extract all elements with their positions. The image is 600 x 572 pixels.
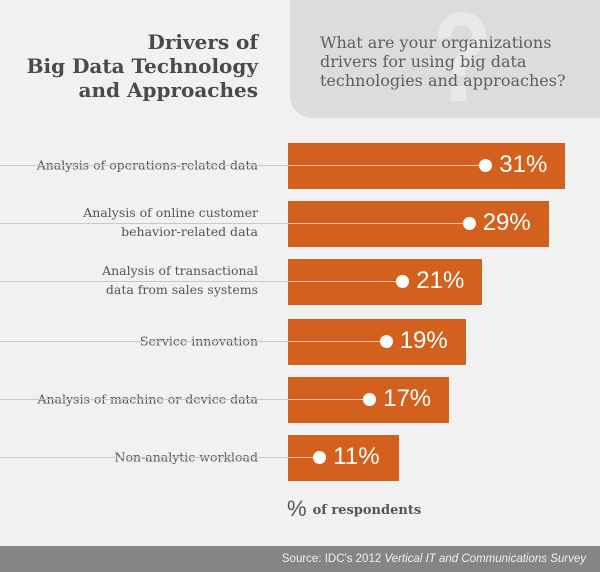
survey-question: What are your organizations drivers for … xyxy=(320,33,566,90)
value-label: 17% xyxy=(383,385,432,412)
bar xyxy=(288,201,549,247)
bar xyxy=(288,435,400,481)
dot-marker xyxy=(313,451,327,464)
legend: % of respondents xyxy=(287,496,421,522)
question-panel: What are your organizations drivers for … xyxy=(290,0,600,118)
leader-line xyxy=(0,457,288,458)
value-label: 11% xyxy=(333,443,380,470)
bar-leader-line xyxy=(288,165,486,166)
category-label-line: Analysis of online customer xyxy=(83,205,258,221)
legend-text: of respondents xyxy=(312,503,422,518)
dot-marker xyxy=(396,275,410,288)
question-line: technologies and approaches? xyxy=(320,71,566,90)
dot-marker xyxy=(462,217,476,230)
source-prefix: Source: IDC's 2012 xyxy=(281,553,385,565)
bar-row: Analysis of machine or device data 17% xyxy=(0,377,600,423)
bar-leader-line xyxy=(288,281,403,282)
bar-row: Analysis of transactional data from sales… xyxy=(0,259,600,305)
bar xyxy=(288,143,566,189)
value-label: 31% xyxy=(499,151,548,178)
question-line: drivers for using big data xyxy=(320,52,527,71)
dot-marker xyxy=(363,393,377,406)
bar-row: Analysis of online customer behavior-rela… xyxy=(0,201,600,247)
bar-leader-line xyxy=(288,341,386,342)
dot-marker xyxy=(379,335,393,348)
bar-row: Analysis of operations-related data 31% xyxy=(0,143,600,189)
leader-line xyxy=(0,399,288,400)
category-label: Analysis of transactional data from sales… xyxy=(0,261,258,299)
category-label-line: Analysis of transactional xyxy=(102,263,258,279)
leader-line xyxy=(0,281,288,282)
bar xyxy=(288,259,483,305)
bar-leader-line xyxy=(288,457,320,458)
bar-leader-line xyxy=(288,223,469,224)
bar xyxy=(288,319,466,365)
title-line: Drivers of xyxy=(147,30,258,54)
chart-title: Drivers of Big Data Technology and Appro… xyxy=(27,30,258,102)
source-title: Vertical IT and Communications Survey xyxy=(384,553,586,565)
category-label-line: data from sales systems xyxy=(105,282,258,298)
source-footer: Source: IDC's 2012 Vertical IT and Commu… xyxy=(0,546,600,572)
value-label: 29% xyxy=(482,209,531,236)
value-label: 19% xyxy=(399,327,448,354)
bar-leader-line xyxy=(288,399,370,400)
leader-line xyxy=(0,165,288,166)
category-label: Analysis of online customer behavior-rela… xyxy=(0,203,258,241)
question-mark-icon xyxy=(438,12,486,101)
title-line: Big Data Technology xyxy=(26,54,258,78)
bar-row: Non-analytic workload 11% xyxy=(0,435,600,481)
leader-line xyxy=(0,223,288,224)
value-label: 21% xyxy=(416,267,465,294)
percent-symbol: % xyxy=(287,496,307,521)
dot-marker xyxy=(479,159,493,172)
question-line: What are your organizations xyxy=(320,33,552,52)
bar-row: Service innovation 19% xyxy=(0,319,600,365)
leader-line xyxy=(0,341,288,342)
category-label-line: behavior-related data xyxy=(121,224,258,240)
title-line: and Approaches xyxy=(78,78,258,102)
